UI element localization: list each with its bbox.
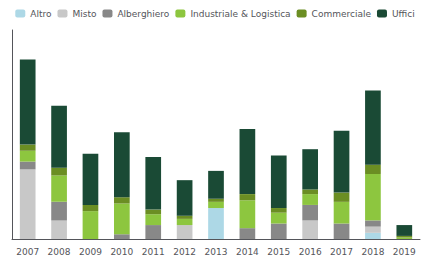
svg-text:2007: 2007 xyxy=(16,247,39,257)
svg-text:2018: 2018 xyxy=(361,247,384,257)
svg-text:2009: 2009 xyxy=(79,247,102,257)
svg-text:Alberghiero: Alberghiero xyxy=(117,9,169,19)
svg-text:2013: 2013 xyxy=(205,247,228,257)
svg-text:Altro: Altro xyxy=(30,9,52,19)
svg-text:2012: 2012 xyxy=(173,247,196,257)
svg-text:2016: 2016 xyxy=(299,247,322,257)
svg-text:2015: 2015 xyxy=(267,247,290,257)
svg-text:Industriale & Logistica: Industriale & Logistica xyxy=(190,9,290,19)
svg-text:Uffici: Uffici xyxy=(392,9,415,19)
svg-text:Commerciale: Commerciale xyxy=(312,9,372,19)
svg-text:2019: 2019 xyxy=(393,247,416,257)
svg-text:2008: 2008 xyxy=(48,247,71,257)
svg-text:2017: 2017 xyxy=(330,247,353,257)
svg-text:2011: 2011 xyxy=(142,247,165,257)
svg-text:2014: 2014 xyxy=(236,247,259,257)
svg-text:Misto: Misto xyxy=(72,9,96,19)
svg-text:2010: 2010 xyxy=(110,247,133,257)
